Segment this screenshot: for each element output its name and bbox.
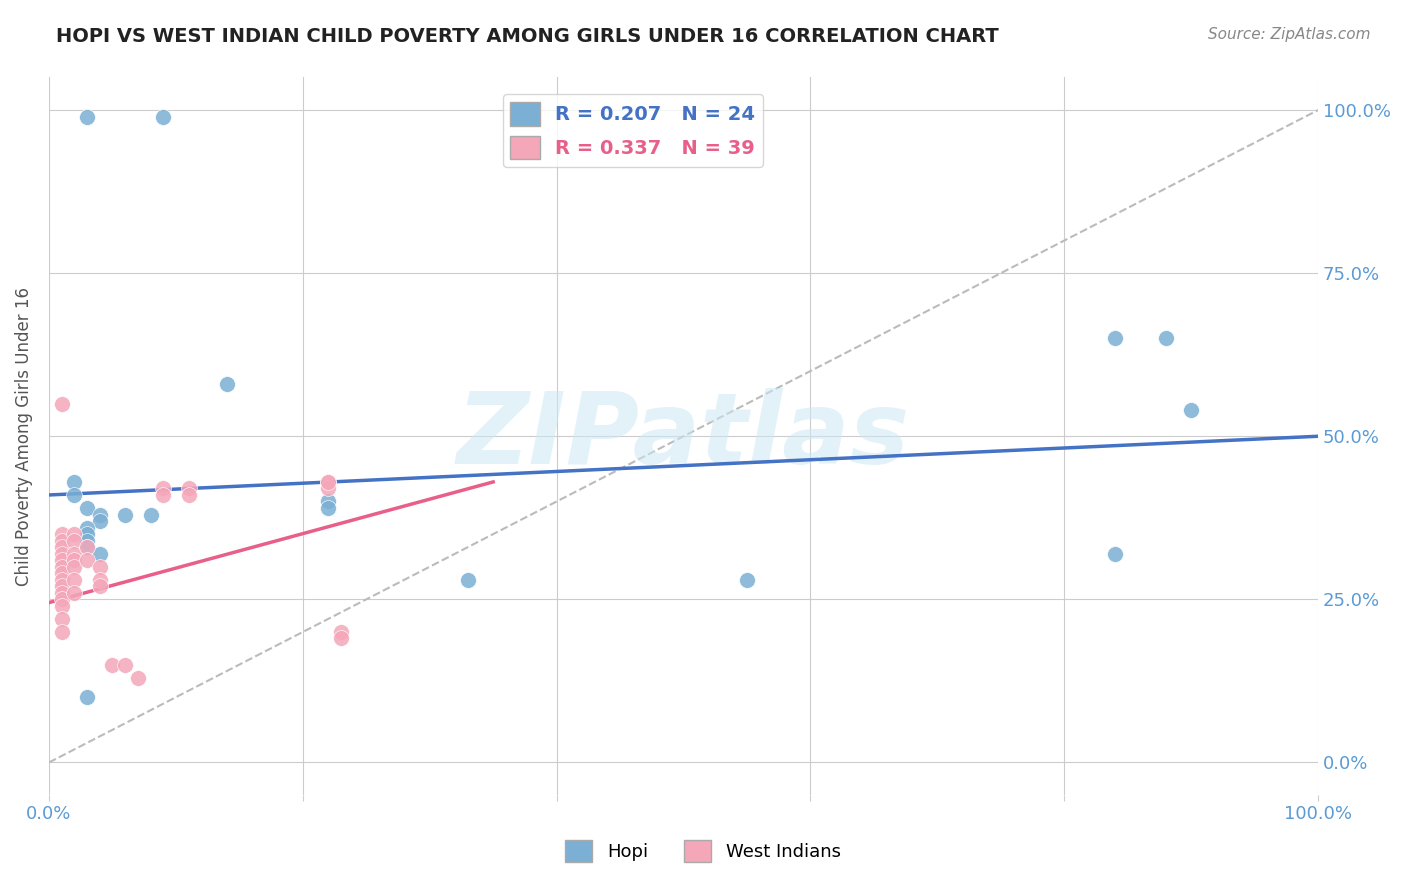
Point xyxy=(51,579,73,593)
Point xyxy=(177,488,200,502)
Point xyxy=(316,501,339,516)
Point xyxy=(316,475,339,489)
Point xyxy=(89,579,111,593)
Point xyxy=(51,624,73,639)
Legend: R = 0.207   N = 24, R = 0.337   N = 39: R = 0.207 N = 24, R = 0.337 N = 39 xyxy=(503,95,763,167)
Point xyxy=(1104,547,1126,561)
Point xyxy=(76,533,98,548)
Point xyxy=(51,540,73,554)
Point xyxy=(51,527,73,541)
Point xyxy=(63,488,86,502)
Point xyxy=(63,553,86,567)
Point xyxy=(329,632,352,646)
Point xyxy=(329,624,352,639)
Point xyxy=(51,533,73,548)
Point xyxy=(76,540,98,554)
Point xyxy=(63,533,86,548)
Point xyxy=(1180,403,1202,417)
Point xyxy=(51,547,73,561)
Text: Source: ZipAtlas.com: Source: ZipAtlas.com xyxy=(1208,27,1371,42)
Point xyxy=(76,540,98,554)
Point xyxy=(89,573,111,587)
Point xyxy=(316,482,339,496)
Point xyxy=(1154,331,1177,345)
Point xyxy=(457,573,479,587)
Point xyxy=(127,671,149,685)
Point xyxy=(76,110,98,124)
Point xyxy=(51,397,73,411)
Point xyxy=(51,573,73,587)
Point xyxy=(51,612,73,626)
Point xyxy=(63,475,86,489)
Point xyxy=(89,547,111,561)
Point xyxy=(1104,331,1126,345)
Point xyxy=(114,657,136,672)
Point xyxy=(63,573,86,587)
Point xyxy=(316,494,339,508)
Point xyxy=(51,586,73,600)
Point xyxy=(63,586,86,600)
Point xyxy=(152,482,174,496)
Point xyxy=(76,553,98,567)
Point xyxy=(139,508,162,522)
Point xyxy=(114,508,136,522)
Point xyxy=(76,520,98,534)
Point xyxy=(89,514,111,528)
Point xyxy=(63,559,86,574)
Point xyxy=(51,559,73,574)
Point xyxy=(51,566,73,581)
Point xyxy=(51,553,73,567)
Text: HOPI VS WEST INDIAN CHILD POVERTY AMONG GIRLS UNDER 16 CORRELATION CHART: HOPI VS WEST INDIAN CHILD POVERTY AMONG … xyxy=(56,27,1000,45)
Y-axis label: Child Poverty Among Girls Under 16: Child Poverty Among Girls Under 16 xyxy=(15,286,32,586)
Point xyxy=(76,690,98,705)
Point xyxy=(101,657,124,672)
Point xyxy=(152,110,174,124)
Point xyxy=(735,573,758,587)
Point xyxy=(63,527,86,541)
Point xyxy=(89,508,111,522)
Legend: Hopi, West Indians: Hopi, West Indians xyxy=(558,833,848,870)
Point xyxy=(316,475,339,489)
Point xyxy=(51,599,73,613)
Point xyxy=(76,501,98,516)
Point xyxy=(89,559,111,574)
Point xyxy=(63,547,86,561)
Point xyxy=(51,592,73,607)
Point xyxy=(177,482,200,496)
Point xyxy=(152,488,174,502)
Point xyxy=(215,377,238,392)
Text: ZIPatlas: ZIPatlas xyxy=(457,388,910,484)
Point xyxy=(76,527,98,541)
